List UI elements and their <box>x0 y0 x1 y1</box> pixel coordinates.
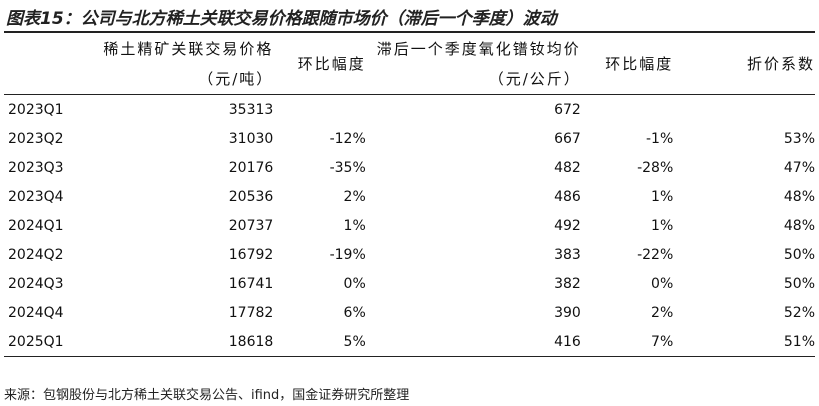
table-row: 2024Q3 16741 0% 382 0% 50% <box>4 269 815 298</box>
header-cell: 环比幅度 <box>580 34 674 95</box>
cell: 16792 <box>228 246 274 263</box>
cell: 486 <box>554 188 581 205</box>
cell: 6% <box>343 304 366 321</box>
cell: 20176 <box>228 159 274 176</box>
cell: 52% <box>783 304 815 321</box>
cell: 31030 <box>228 130 274 147</box>
header-row: 稀土精矿关联交易价格（元/吨） 环比幅度 滞后一个季度氧化镨钕均价（元/公斤） 环比幅… <box>4 34 815 95</box>
row-label: 2023Q4 <box>8 188 64 205</box>
row-label: 2023Q1 <box>8 101 64 118</box>
header-text: 折价系数 <box>746 55 815 73</box>
data-table: 稀土精矿关联交易价格（元/吨） 环比幅度 滞后一个季度氧化镨钕均价（元/公斤） 环比幅… <box>4 34 815 357</box>
cell: 20536 <box>228 188 274 205</box>
table-row: 2025Q1 18618 5% 416 7% 51% <box>4 327 815 357</box>
cell: 390 <box>554 304 581 321</box>
cell: 48% <box>783 188 815 205</box>
cell: -35% <box>329 159 366 176</box>
table-row: 2023Q1 35313 672 <box>4 95 815 125</box>
cell: 1% <box>651 188 674 205</box>
row-label: 2023Q3 <box>8 159 64 176</box>
cell <box>581 95 673 125</box>
title-rule <box>4 31 815 33</box>
cell: 382 <box>554 275 581 292</box>
row-label: 2024Q1 <box>8 217 64 234</box>
cell <box>673 95 815 125</box>
cell: -28% <box>637 159 674 176</box>
cell: 1% <box>343 217 366 234</box>
cell: -22% <box>637 246 674 263</box>
row-label: 2023Q2 <box>8 130 64 147</box>
cell: 50% <box>783 275 815 292</box>
table-row: 2024Q4 17782 6% 390 2% 52% <box>4 298 815 327</box>
cell: 50% <box>783 246 815 263</box>
cell: 2% <box>343 188 366 205</box>
cell: 0% <box>651 275 674 292</box>
cell: 53% <box>783 130 815 147</box>
header-cell: 稀土精矿关联交易价格（元/吨） <box>94 34 274 95</box>
cell: 20737 <box>228 217 274 234</box>
row-label: 2025Q1 <box>4 327 95 357</box>
cell: 482 <box>554 159 581 176</box>
cell: 18618 <box>94 327 274 357</box>
table-body: 2023Q1 35313 672 2023Q2 31030 -12% 667 -1% 53% 20… <box>4 95 815 357</box>
cell: 51% <box>673 327 815 357</box>
cell: 16741 <box>228 275 274 292</box>
cell: 0% <box>343 275 366 292</box>
cell: 5% <box>273 327 366 357</box>
header-text: 环比幅度 <box>605 55 674 73</box>
cell: 2% <box>651 304 674 321</box>
table-row: 2024Q2 16792 -19% 383 -22% 50% <box>4 240 815 269</box>
header-text: 环比幅度 <box>297 55 366 73</box>
cell: -1% <box>646 130 674 147</box>
source-note: 来源：包钢股份与北方稀土关联交易公告、ifind，国金证券研究所整理 <box>4 388 410 403</box>
table-row: 2024Q1 20737 1% 492 1% 48% <box>4 211 815 240</box>
cell: 492 <box>554 217 581 234</box>
cell: 7% <box>580 327 674 357</box>
cell <box>273 95 365 125</box>
table-row: 2023Q3 20176 -35% 482 -28% 47% <box>4 153 815 182</box>
row-label: 2024Q4 <box>8 304 64 321</box>
cell: 383 <box>554 246 581 263</box>
header-cell: 折价系数 <box>673 34 815 95</box>
header-cell: 滞后一个季度氧化镨钕均价（元/公斤） <box>365 34 581 95</box>
cell: 48% <box>783 217 815 234</box>
title: 图表15：公司与北方稀土关联交易价格跟随市场价（滞后一个季度）波动 <box>6 9 557 29</box>
header-cell <box>4 34 95 95</box>
header-text: 滞后一个季度氧化镨钕均价（元/公斤） <box>376 40 581 88</box>
cell: 35313 <box>228 101 274 118</box>
table-row: 2023Q4 20536 2% 486 1% 48% <box>4 182 815 211</box>
cell: 47% <box>783 159 815 176</box>
header-text: 稀土精矿关联交易价格（元/吨） <box>103 40 274 88</box>
cell: 667 <box>554 130 581 147</box>
row-label: 2024Q2 <box>8 246 64 263</box>
cell: 1% <box>651 217 674 234</box>
cell: 672 <box>554 101 581 118</box>
table-row: 2023Q2 31030 -12% 667 -1% 53% <box>4 124 815 153</box>
cell: -19% <box>329 246 366 263</box>
cell: -12% <box>329 130 366 147</box>
header-cell: 环比幅度 <box>273 34 366 95</box>
cell: 17782 <box>228 304 274 321</box>
cell: 416 <box>365 327 581 357</box>
row-label: 2024Q3 <box>8 275 64 292</box>
